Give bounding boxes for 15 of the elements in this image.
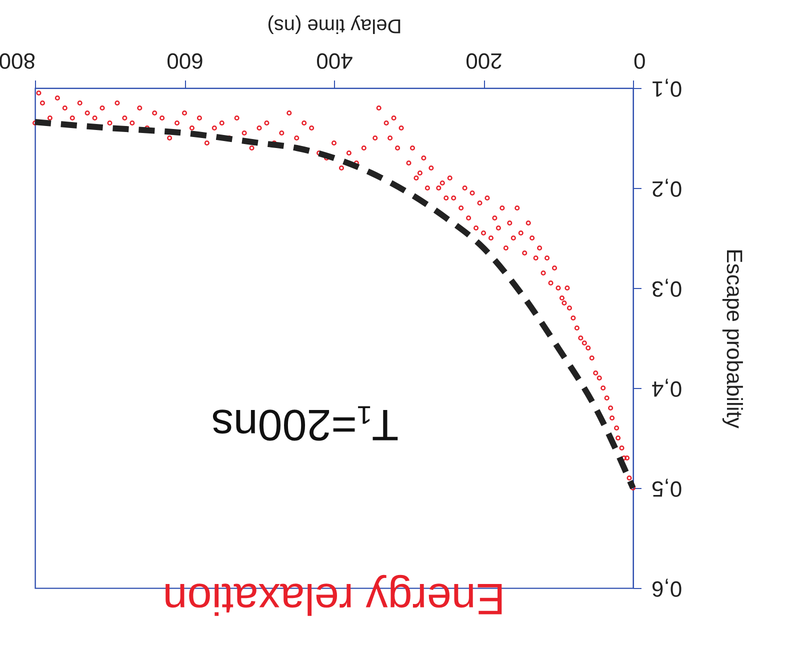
- y-tick-label: 0,1: [652, 76, 682, 102]
- annotation: T₁=200ns: [211, 400, 399, 449]
- x-axis-title: Delay time (ns): [267, 14, 402, 36]
- y-tick-label: 0,5: [652, 476, 682, 502]
- y-tick-label: 0,4: [652, 376, 682, 402]
- x-tick-label: 200: [466, 48, 502, 74]
- y-axis-title: Escape probability: [722, 248, 748, 428]
- y-tick-label: 0,6: [652, 576, 682, 602]
- x-tick-label: 600: [166, 48, 204, 74]
- text: Energy relaxation: [162, 574, 506, 623]
- y-tick-label: 0,2: [652, 176, 682, 202]
- y-tick-label: 0,3: [652, 276, 682, 302]
- x-tick-label: 400: [316, 48, 353, 74]
- x-tick-label: 0: [634, 48, 646, 74]
- x-tick-label: 800: [0, 48, 36, 74]
